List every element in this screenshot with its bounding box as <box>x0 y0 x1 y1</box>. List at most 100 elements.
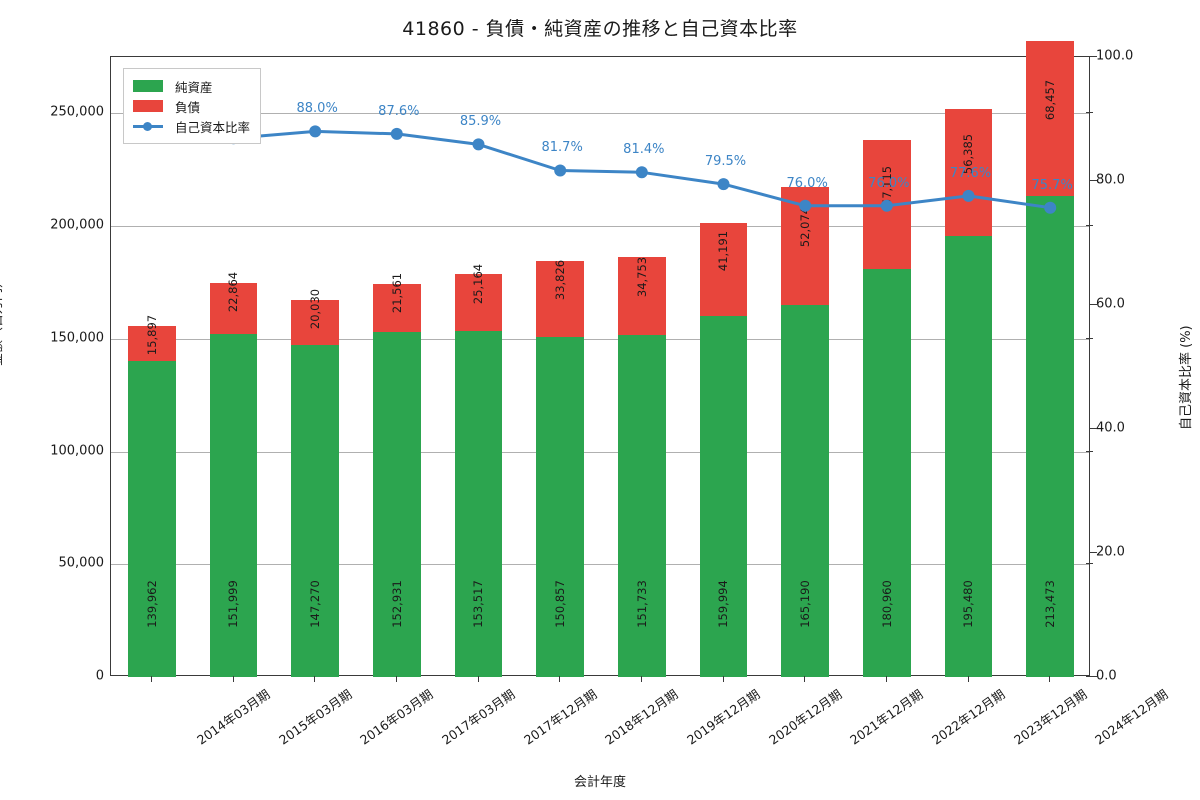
equity-ratio-value-label: 81.7% <box>541 140 583 156</box>
bar-segment-equity: 152,931 <box>373 332 421 677</box>
equity-ratio-value-label: 76.0% <box>868 175 910 191</box>
equity-ratio-marker <box>309 125 322 138</box>
x-tick-mark <box>640 676 642 682</box>
y-tick-mark-right <box>1090 56 1097 57</box>
y-axis-tick-right: 100.0 <box>1096 48 1134 64</box>
y-axis-tick-right: 0.0 <box>1096 668 1117 684</box>
bar-segment-equity: 195,480 <box>944 236 993 677</box>
plot-area: 139,962 15,897 151,999 22,864 147,270 20,030 1… <box>110 41 1090 677</box>
legend-item-label: 純資産 <box>175 79 213 95</box>
equity-ratio-value-label: 75.7% <box>1031 177 1073 193</box>
x-tick-mark <box>395 676 397 682</box>
gridline <box>111 113 1089 115</box>
y-tick-mark-right <box>1090 676 1097 677</box>
x-axis-tick-label: 2020年12月期 <box>765 686 845 748</box>
legend-swatch-icon <box>133 80 163 92</box>
equity-ratio-marker <box>635 166 648 179</box>
bar-segment-liabilities: 25,164 <box>454 263 503 331</box>
bar-segment-liabilities: 34,753 <box>618 256 666 335</box>
bar-segment-equity: 147,270 <box>291 344 339 677</box>
x-tick-mark <box>804 676 806 682</box>
x-tick-mark <box>885 676 887 682</box>
y-axis-tick-left: 100,000 <box>50 443 104 459</box>
equity-ratio-marker <box>554 164 567 177</box>
x-axis-tick-label: 2015年03月期 <box>275 686 355 748</box>
equity-ratio-value-label: 79.5% <box>704 154 747 170</box>
chart-legend: 純資産負債自己資本比率 <box>123 68 262 144</box>
bar-segment-equity: 151,999 <box>209 334 258 677</box>
y-axis-tick-left: 150,000 <box>50 330 104 346</box>
y-tick-mark-left <box>1086 337 1093 339</box>
equity-ratio-value-label: 81.4% <box>623 142 665 158</box>
equity-ratio-marker <box>472 138 485 151</box>
x-tick-mark <box>150 676 152 682</box>
x-axis-tick-label: 2018年12月期 <box>602 686 681 748</box>
bar-segment-equity: 153,517 <box>454 330 503 677</box>
y-tick-mark-left <box>1086 450 1093 452</box>
equity-ratio-value-label: 85.9% <box>459 114 502 130</box>
equity-ratio-marker <box>1044 201 1057 214</box>
bar-segment-equity: 165,190 <box>781 304 829 677</box>
gridline <box>111 338 1089 340</box>
equity-ratio-marker <box>799 199 812 212</box>
legend-swatch-icon <box>133 100 163 112</box>
equity-ratio-line <box>145 114 1057 214</box>
y-tick-mark-right <box>1090 180 1097 181</box>
x-tick-mark <box>232 676 234 682</box>
y-axis-tick-left: 0 <box>95 668 104 684</box>
equity-ratio-value-label: 87.6% <box>378 103 420 119</box>
equity-ratio-marker <box>390 127 403 140</box>
bar-segment-liabilities: 41,191 <box>699 223 748 317</box>
bar-segment-liabilities: 22,864 <box>209 272 258 335</box>
y-tick-mark-left <box>1086 225 1093 227</box>
equity-ratio-value-label: 88.0% <box>296 101 338 117</box>
x-axis-tick-label: 2024年12月期 <box>1092 686 1171 748</box>
chart-title: 41860 - 負債・純資産の推移と自己資本比率 <box>402 18 798 40</box>
legend-item-label: 負債 <box>175 99 201 115</box>
x-tick-mark <box>1049 676 1051 682</box>
y-axis-label-right: 自己資本比率 (%) <box>1179 325 1194 430</box>
y-axis-tick-left: 200,000 <box>50 217 104 233</box>
bar-segment-equity: 159,994 <box>699 316 748 677</box>
legend-item-label: 自己資本比率 <box>175 119 251 135</box>
x-tick-mark <box>967 676 969 682</box>
y-tick-mark-left <box>1086 563 1093 565</box>
bar-segment-liabilities: 56,385 <box>944 109 993 237</box>
equity-ratio-marker <box>717 178 730 191</box>
x-tick-mark <box>314 676 316 682</box>
y-tick-mark-right <box>1090 552 1097 553</box>
equity-ratio-marker <box>962 189 975 202</box>
bar-segment-equity: 213,473 <box>1026 195 1074 677</box>
bar-segment-equity: 151,733 <box>618 334 666 677</box>
y-axis-tick-right: 20.0 <box>1096 544 1125 560</box>
equity-ratio-value-label: 76.0% <box>786 175 828 191</box>
x-axis-label: 会計年度 <box>573 775 626 790</box>
x-tick-mark <box>722 676 724 682</box>
bar-segment-liabilities: 15,897 <box>128 314 176 362</box>
legend-item[interactable]: 負債 <box>133 96 250 116</box>
equity-ratio-marker <box>880 199 893 212</box>
x-axis-tick-label: 2017年03月期 <box>438 686 518 748</box>
bar-segment-equity: 150,857 <box>536 336 584 677</box>
x-axis-tick-label: 2014年03月期 <box>193 686 273 748</box>
y-axis-label-left: 金額（百万円） <box>0 274 5 366</box>
bar-segment-liabilities: 21,561 <box>373 272 421 333</box>
y-tick-mark-right <box>1090 304 1097 305</box>
gridline <box>111 564 1089 566</box>
x-axis-tick-label: 2022年12月期 <box>928 686 1008 748</box>
equity-ratio-polyline <box>151 118 1051 210</box>
gridline <box>111 451 1089 453</box>
y-axis-tick-left: 50,000 <box>58 555 105 571</box>
y-axis-tick-right: 60.0 <box>1096 296 1125 312</box>
bar-segment-equity: 139,962 <box>128 361 176 677</box>
equity-ratio-value-label: 77.6% <box>949 165 992 181</box>
legend-item[interactable]: 純資産 <box>133 76 250 96</box>
y-tick-mark-right <box>1090 428 1097 429</box>
x-axis-tick-label: 2021年12月期 <box>847 686 926 748</box>
y-tick-mark-left <box>1086 112 1093 114</box>
legend-item[interactable]: 自己資本比率 <box>133 116 250 136</box>
y-axis-tick-right: 80.0 <box>1096 172 1125 188</box>
bar-segment-liabilities: 68,457 <box>1026 41 1074 196</box>
x-tick-mark <box>559 676 561 682</box>
